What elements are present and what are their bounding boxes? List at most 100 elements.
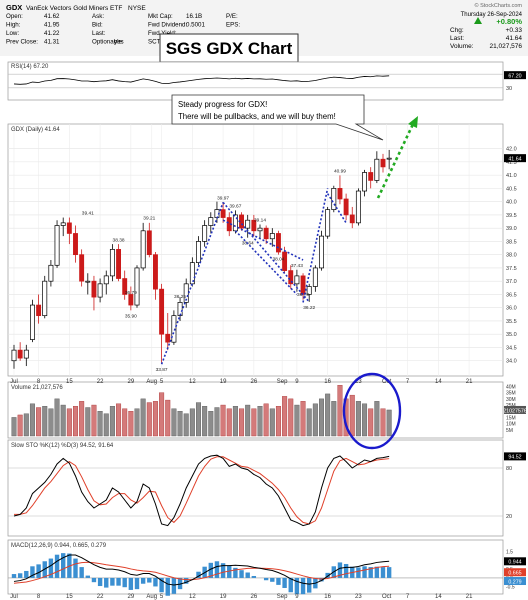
volume-bar <box>159 392 165 437</box>
x-tick-label-bottom: 8 <box>37 594 41 600</box>
volume-value-tag: 21027576 <box>503 408 527 414</box>
candle-body <box>368 172 374 181</box>
macd-histogram-bar <box>270 577 275 582</box>
candle-body <box>331 188 337 210</box>
volume-bar <box>97 411 103 437</box>
trendline <box>234 230 298 296</box>
macd-histogram-bar <box>110 577 115 586</box>
x-tick-label: 12 <box>189 379 196 385</box>
candle-body <box>257 227 263 232</box>
volume-bar <box>109 406 115 437</box>
price-tick-label: 41.0 <box>506 173 517 179</box>
x-tick-label: 16 <box>324 379 331 385</box>
volume-bar <box>23 413 29 437</box>
price-last-tag: 41.64 <box>508 156 521 162</box>
candle-body <box>30 304 35 340</box>
header-stat-1-6: EPS: <box>226 22 240 29</box>
macd-histogram-bar <box>325 572 330 578</box>
macd-histogram-bar <box>177 577 183 590</box>
candle-body <box>337 188 343 200</box>
macd-histogram-bar <box>220 563 226 578</box>
price-tick-label: 41.5 <box>506 160 517 166</box>
macd-histogram-bar <box>153 577 158 587</box>
macd-histogram-bar <box>245 572 250 578</box>
x-tick-label: 15 <box>66 379 73 385</box>
volume-value-tag-bg <box>504 405 526 414</box>
rsi-label: RSI(14) 67.20 <box>11 64 49 70</box>
header-stat-0-0: Open: <box>6 13 23 20</box>
sto-tick-label: 80 <box>506 466 512 472</box>
macd-histogram-bar <box>343 563 349 578</box>
header-stat-2-0: Low: <box>6 30 19 37</box>
price-tick-label: 39.5 <box>506 213 517 219</box>
candle-body <box>374 158 380 181</box>
value-tags: 67.20 41.64 21027576 94.52 0.944 0.665 0.279 <box>503 71 527 585</box>
volume-tick-label: 35M <box>506 391 516 397</box>
macd-histogram-bar <box>104 577 109 588</box>
volume-bar <box>122 408 128 437</box>
volume-value: 21,027,576 <box>489 43 522 50</box>
x-tick-label: 21 <box>466 379 473 385</box>
x-tick-label: 29 <box>128 379 135 385</box>
candle-body <box>294 275 300 285</box>
x-tick-label-bottom: 22 <box>97 594 104 600</box>
candle-body <box>276 233 281 253</box>
candle-body <box>300 275 306 295</box>
up-arrow-icon <box>474 17 482 24</box>
annotation-line-2: There will be pullbacks, and we will buy… <box>178 112 336 121</box>
hist-value-tag: 0.279 <box>508 579 521 585</box>
trendline <box>222 201 310 303</box>
macd-histogram-bar <box>54 554 60 578</box>
sto-value-tag-bg <box>504 452 526 461</box>
volume-bar <box>165 399 171 437</box>
macd-histogram-bar <box>214 561 220 578</box>
candle-body <box>171 315 177 343</box>
volume-bar <box>29 403 35 437</box>
volume-bar <box>362 403 368 437</box>
price-tick-label: 39.0 <box>506 226 517 232</box>
candle-body <box>196 241 201 263</box>
header-stat-1-2: Bid: <box>92 22 103 29</box>
stochastic-lines <box>8 454 503 527</box>
candle-body <box>11 349 17 362</box>
price-callout: 39.14 <box>254 217 266 223</box>
x-tick-label: Sep <box>277 379 288 385</box>
macd-histogram-bar <box>128 577 134 590</box>
sto-tick-label: 20 <box>506 514 512 520</box>
x-tick-label-bottom: 9 <box>295 594 299 600</box>
volume-bar <box>288 398 294 437</box>
macd-histogram-bar <box>48 558 54 578</box>
candle-body <box>355 190 361 224</box>
trendline <box>326 193 347 224</box>
volume-tick-label: 5M <box>506 428 513 434</box>
sto-d-line <box>14 456 390 525</box>
macd-histogram-bar <box>140 577 146 584</box>
candle-body <box>128 294 134 306</box>
price-tick-label: 42.0 <box>506 147 517 153</box>
candle-body <box>165 333 171 343</box>
macd-histogram-bar <box>282 577 287 588</box>
volume-bar <box>17 414 23 437</box>
annotation-line-1: Steady progress for GDX! <box>178 100 267 109</box>
macd-histogram-bar <box>159 577 164 593</box>
panel-frames <box>7 61 504 595</box>
volume-bar <box>195 402 201 437</box>
price-callout: 36.22 <box>303 305 315 311</box>
volume-bar <box>208 411 214 437</box>
volume-bar <box>294 404 300 437</box>
candle-body <box>220 209 226 218</box>
price-tick-label: 37.0 <box>506 279 517 285</box>
candle-body <box>343 198 349 216</box>
volume-bar <box>239 408 245 437</box>
macd-histogram-bar <box>165 577 170 596</box>
volume-bar <box>251 408 257 437</box>
candle-body <box>282 251 288 271</box>
macd-histogram-bar <box>85 575 90 578</box>
header-stat-0-2: Ask: <box>92 13 104 20</box>
header-stat-3-2: Optionable: <box>92 39 124 46</box>
price-tick-label: 36.5 <box>506 292 517 298</box>
volume-bar <box>368 408 374 437</box>
candle-body <box>91 280 97 298</box>
macd-histogram-bar <box>61 553 66 578</box>
volume-bar <box>263 403 269 437</box>
